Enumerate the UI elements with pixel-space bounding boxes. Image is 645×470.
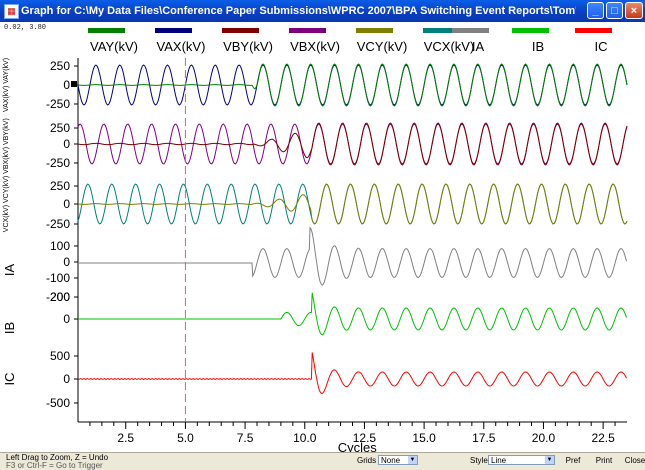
x-tick-label: 22.5	[591, 431, 615, 445]
y-axis-label: IA	[2, 264, 17, 277]
y-tick-label: -250	[46, 217, 70, 231]
x-tick-label: 10.0	[293, 431, 317, 445]
style-select[interactable]: Line ▼	[488, 455, 555, 465]
legend-label: VBY(kV)	[223, 39, 273, 54]
legend-swatch	[575, 28, 612, 33]
graph-app-icon[interactable]: ▦	[4, 4, 19, 19]
y-tick-label: -250	[46, 156, 70, 170]
grids-select[interactable]: None ▼	[378, 455, 418, 465]
legend-label: IC	[594, 39, 608, 54]
title-bar[interactable]: ▦ Graph for C:\My Data Files\Conference …	[0, 0, 645, 22]
close-button[interactable]: Close	[624, 456, 645, 465]
y-tick-label: -500	[46, 396, 70, 410]
status-bar: Left Drag to Zoom, Z = Undo F3 or Ctrl-F…	[0, 452, 645, 470]
plot-area[interactable]: 0.02, 3.80 VAY(kV) VAX(kV) VBY(kV) VBX(k…	[0, 22, 645, 452]
x-axis-label: Cycles	[338, 440, 378, 452]
cursor-marker-icon[interactable]	[71, 81, 77, 87]
series-ib	[78, 292, 627, 336]
legend-swatch	[452, 28, 489, 33]
y-tick-label: -250	[46, 97, 70, 111]
maximize-button[interactable]: □	[606, 2, 623, 19]
grids-label: Grids	[357, 456, 377, 465]
legend-label: VBX(kV)	[290, 39, 340, 54]
y-tick-label: 0	[63, 197, 70, 211]
y-tick-label: 500	[50, 349, 70, 363]
y-axis-label: IB	[2, 322, 17, 334]
trigger-hint: F3 or Ctrl-F = Go to Trigger	[6, 461, 103, 470]
series-ia	[78, 226, 627, 286]
zoom-hint: Left Drag to Zoom, Z = Undo	[6, 453, 109, 462]
legend-swatch	[88, 28, 125, 33]
x-tick-label: 2.5	[117, 431, 134, 445]
x-tick-label: 20.0	[532, 431, 556, 445]
y-axis-label: VAX(kV) VAY(kV)	[3, 58, 10, 112]
y-tick-label: 0	[63, 255, 70, 269]
window-title: Graph for C:\My Data Files\Conference Pa…	[21, 5, 576, 17]
legend-swatch	[512, 28, 549, 33]
coordinate-readout: 0.02, 3.80	[4, 24, 47, 32]
style-label: Style	[470, 456, 488, 465]
legend-swatch	[222, 28, 259, 33]
print-button[interactable]: Print	[595, 456, 613, 465]
y-tick-label: 250	[50, 121, 70, 135]
y-axis-label: VBX(kV) VBY(kV)	[3, 118, 10, 174]
y-tick-label: 0	[63, 312, 70, 326]
y-tick-label: 200	[50, 290, 70, 304]
y-tick-label: 250	[50, 179, 70, 193]
oscillography-plot[interactable]: 250 0 -250 VAX(kV) VAY(kV) 250 0 -250 VBX(kV) V…	[0, 22, 645, 452]
close-window-button[interactable]: ×	[625, 2, 643, 19]
legend-label: VCY(kV)	[356, 39, 408, 54]
y-axis-label: VCX(kV) VCY(kV)	[3, 176, 10, 232]
chevron-down-icon: ▼	[545, 456, 554, 464]
legend-label: VAY(kV)	[90, 39, 138, 54]
legend-label: VAX(kV)	[156, 39, 206, 54]
legend-label: VCX(kV)	[423, 39, 475, 54]
pref-button[interactable]: Pref	[565, 456, 581, 465]
legend-swatch	[289, 28, 326, 33]
series-ic	[77, 352, 627, 394]
legend-swatch	[155, 28, 192, 33]
series-vay	[77, 63, 628, 107]
x-tick-label: 17.5	[472, 431, 496, 445]
legend-label: IB	[531, 39, 545, 54]
chevron-down-icon: ▼	[408, 456, 417, 464]
x-tick-label: 5.0	[177, 431, 194, 445]
y-tick-label: 250	[50, 59, 70, 73]
x-tick-label: 12.5	[353, 431, 377, 445]
y-tick-label: 0	[63, 137, 70, 151]
x-tick-label: 7.5	[237, 431, 254, 445]
y-tick-label: -200	[46, 290, 70, 304]
x-tick-label: 15.0	[412, 431, 436, 445]
y-tick-label: 0	[63, 78, 70, 92]
legend-swatch	[423, 28, 460, 33]
legend-label: IA	[471, 39, 485, 54]
y-tick-label: -100	[46, 271, 70, 285]
y-tick-label: 0	[63, 372, 70, 386]
y-axis-label: IC	[2, 373, 17, 386]
legend-swatch	[356, 28, 393, 33]
series-vcy	[77, 183, 628, 225]
style-value: Line	[491, 456, 507, 465]
minimize-button[interactable]: _	[587, 2, 604, 19]
grids-value: None	[381, 456, 401, 465]
y-tick-label: 100	[50, 239, 70, 253]
series-vby	[77, 122, 628, 166]
